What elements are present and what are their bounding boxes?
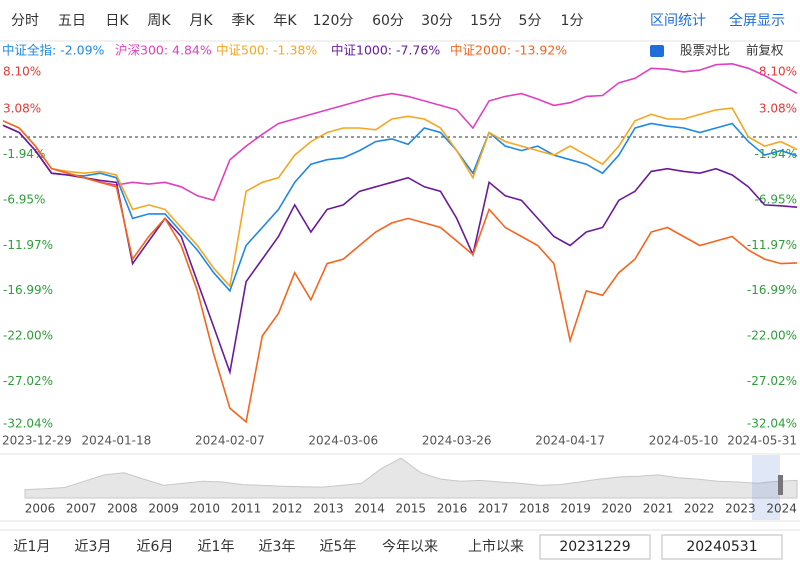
x-tick-label: 2024-04-17 [535, 434, 605, 448]
period-tab[interactable]: 季K [231, 13, 255, 29]
y-tick-label-left: -22.00% [3, 328, 53, 342]
navigator-handle[interactable] [778, 475, 783, 495]
navigator-year: 2012 [272, 502, 303, 516]
y-tick-label-right: -32.04% [747, 417, 797, 431]
adjust-selector[interactable]: 前复权 [746, 43, 784, 58]
navigator-year: 2008 [107, 502, 138, 516]
navigator-year: 2011 [231, 502, 262, 516]
date-input-value: 20231229 [559, 539, 630, 555]
range-button[interactable]: 今年以来 [382, 539, 438, 555]
navigator-year: 2010 [190, 502, 221, 516]
navigator-year: 2020 [602, 502, 633, 516]
y-tick-label-right: -27.02% [747, 374, 797, 388]
range-button[interactable]: 近1月 [14, 539, 51, 555]
period-tab[interactable]: 15分 [470, 13, 502, 29]
y-tick-label-left: -11.97% [3, 238, 53, 252]
period-tab[interactable]: 120分 [313, 13, 354, 29]
navigator-year: 2019 [560, 502, 591, 516]
x-tick-label: 2024-05-10 [649, 434, 719, 448]
x-tick-label: 2023-12-29 [2, 434, 72, 448]
y-tick-label-right: -22.00% [747, 328, 797, 342]
navigator-year: 2016 [437, 502, 468, 516]
end-date-input[interactable] [661, 534, 783, 560]
period-tab[interactable]: 30分 [421, 13, 453, 29]
navigator-year: 2009 [148, 502, 179, 516]
range-button[interactable]: 近3月 [75, 539, 112, 555]
navigator-year: 2024 [766, 502, 797, 516]
navigator-window[interactable] [752, 455, 780, 520]
navigator-year: 2022 [684, 502, 715, 516]
x-tick-label: 2024-05-31 [727, 434, 797, 448]
x-tick-label: 2024-01-18 [82, 434, 152, 448]
navigator-year: 2006 [25, 502, 56, 516]
range-button[interactable]: 近5年 [320, 539, 357, 555]
y-tick-label-left: -6.95% [3, 192, 45, 206]
legend-entry: 沪深300: 4.84% [115, 43, 212, 58]
navigator-area [24, 457, 798, 499]
toolbar-action[interactable]: 区间统计 [650, 13, 706, 29]
legend-entry: 中证2000: -13.92% [450, 43, 567, 58]
x-tick-label: 2024-03-06 [308, 434, 378, 448]
series-line [2, 107, 798, 288]
range-button[interactable]: 近1年 [198, 539, 235, 555]
series-line [2, 124, 798, 376]
y-tick-label-right: -11.97% [747, 238, 797, 252]
y-tick-label-left: -16.99% [3, 283, 53, 297]
navigator-year: 2018 [519, 502, 550, 516]
period-tab[interactable]: 月K [189, 13, 213, 29]
legend-entry: 中证500: -1.38% [216, 43, 317, 58]
compare-icon[interactable] [650, 45, 664, 57]
series-line [2, 62, 798, 202]
period-tab[interactable]: 60分 [372, 13, 404, 29]
x-tick-label: 2024-03-26 [422, 434, 492, 448]
navigator-year: 2014 [354, 502, 385, 516]
range-button[interactable]: 近3年 [259, 539, 296, 555]
navigator-year: 2013 [313, 502, 344, 516]
legend-entry: 中证1000: -7.76% [331, 43, 440, 58]
navigator-year: 2023 [725, 502, 756, 516]
y-tick-label-left: 3.08% [3, 102, 41, 116]
start-date-input[interactable] [539, 534, 651, 560]
series-line [2, 122, 798, 293]
period-tab[interactable]: 年K [273, 13, 297, 29]
legend-entry: 中证全指: -2.09% [2, 43, 105, 58]
y-tick-label-right: -16.99% [747, 283, 797, 297]
x-tick-label: 2024-02-07 [195, 434, 265, 448]
y-tick-label-right: -1.94% [755, 147, 797, 161]
period-tab[interactable]: 日K [105, 13, 129, 29]
date-input-value: 20240531 [686, 539, 757, 555]
period-tab[interactable]: 分时 [11, 13, 39, 29]
range-button[interactable]: 近6月 [137, 539, 174, 555]
navigator-year: 2017 [478, 502, 509, 516]
toolbar-action[interactable]: 全屏显示 [729, 12, 785, 29]
compare-button[interactable]: 股票对比 [680, 43, 730, 58]
y-tick-label-left: 8.10% [3, 65, 41, 79]
navigator-year: 2015 [396, 502, 427, 516]
y-tick-label-left: -27.02% [3, 374, 53, 388]
navigator-year: 2007 [66, 502, 97, 516]
y-tick-label-left: -32.04% [3, 417, 53, 431]
y-tick-label-right: 3.08% [759, 102, 797, 116]
navigator-year: 2021 [643, 502, 674, 516]
range-button[interactable]: 上市以来 [468, 538, 524, 555]
period-tab[interactable]: 1分 [561, 13, 584, 29]
period-tab[interactable]: 5分 [519, 13, 542, 29]
series-line [2, 120, 798, 424]
y-tick-label-right: 8.10% [759, 65, 797, 79]
period-tab[interactable]: 周K [147, 13, 171, 29]
y-tick-label-right: -6.95% [755, 192, 797, 206]
period-tab[interactable]: 五日 [58, 13, 86, 29]
y-tick-label-left: -1.94% [3, 147, 45, 161]
